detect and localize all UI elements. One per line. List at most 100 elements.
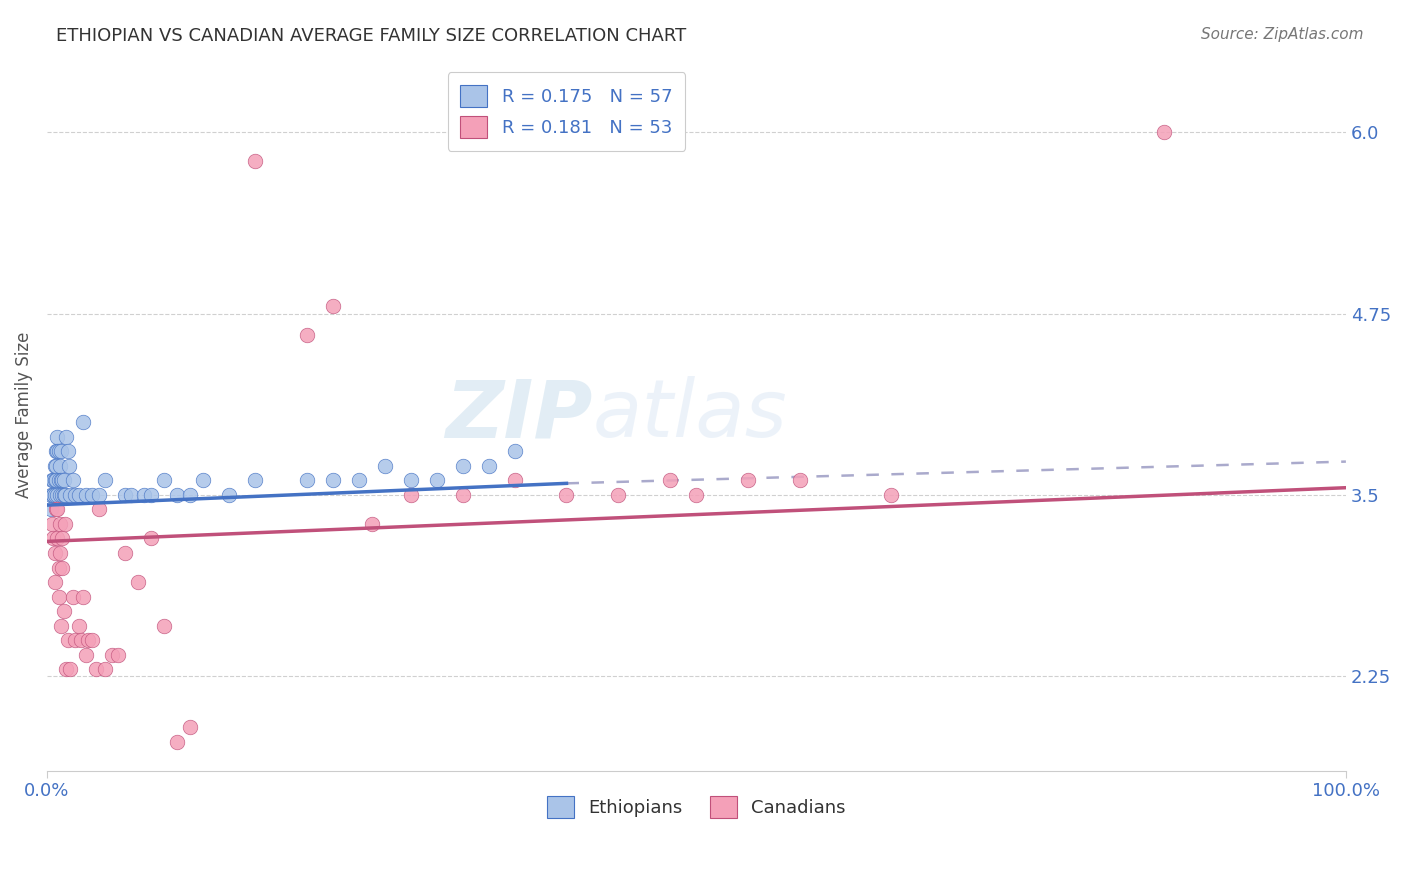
Point: [134, 488, 156, 502]
Point: [59, 662, 82, 676]
Point: [51, 532, 73, 546]
Point: [51, 474, 73, 488]
Point: [65, 633, 87, 648]
Point: [42, 488, 65, 502]
Point: [46, 488, 69, 502]
Point: [62, 590, 84, 604]
Point: [48, 444, 70, 458]
Point: [94, 474, 117, 488]
Point: [44, 575, 66, 590]
Point: [607, 488, 630, 502]
Text: Source: ZipAtlas.com: Source: ZipAtlas.com: [1201, 27, 1364, 42]
Point: [53, 516, 76, 531]
Point: [46, 444, 69, 458]
Point: [49, 488, 72, 502]
Point: [101, 648, 124, 662]
Point: [55, 430, 77, 444]
Point: [152, 618, 174, 632]
Point: [67, 618, 90, 632]
Text: atlas: atlas: [592, 376, 787, 454]
Point: [114, 488, 136, 502]
Point: [51, 488, 73, 502]
Point: [65, 488, 87, 502]
Point: [243, 154, 266, 169]
Point: [477, 458, 499, 473]
Point: [75, 488, 97, 502]
Point: [152, 474, 174, 488]
Point: [1153, 125, 1175, 139]
Point: [44, 488, 66, 502]
Point: [555, 488, 578, 502]
Point: [62, 474, 84, 488]
Point: [45, 502, 67, 516]
Point: [179, 720, 201, 734]
Point: [51, 560, 73, 574]
Point: [399, 488, 422, 502]
Point: [84, 662, 107, 676]
Point: [52, 604, 75, 618]
Point: [120, 488, 142, 502]
Point: [48, 590, 70, 604]
Point: [451, 488, 474, 502]
Point: [52, 488, 75, 502]
Point: [179, 488, 201, 502]
Point: [44, 474, 66, 488]
Point: [69, 633, 91, 648]
Point: [107, 648, 129, 662]
Point: [52, 474, 75, 488]
Text: ZIP: ZIP: [446, 376, 592, 454]
Point: [44, 458, 66, 473]
Point: [322, 299, 344, 313]
Point: [56, 633, 79, 648]
Point: [48, 560, 70, 574]
Point: [46, 502, 69, 516]
Point: [503, 444, 526, 458]
Point: [243, 474, 266, 488]
Point: [322, 474, 344, 488]
Point: [45, 444, 67, 458]
Point: [46, 430, 69, 444]
Point: [94, 662, 117, 676]
Point: [685, 488, 707, 502]
Point: [42, 474, 65, 488]
Point: [82, 488, 104, 502]
Legend: Ethiopians, Canadians: Ethiopians, Canadians: [540, 789, 853, 826]
Point: [51, 444, 73, 458]
Point: [114, 546, 136, 560]
Point: [503, 474, 526, 488]
Point: [295, 474, 318, 488]
Point: [374, 458, 396, 473]
Point: [191, 474, 214, 488]
Point: [42, 488, 65, 502]
Point: [55, 662, 77, 676]
Point: [166, 734, 188, 748]
Point: [218, 488, 240, 502]
Text: ETHIOPIAN VS CANADIAN AVERAGE FAMILY SIZE CORRELATION CHART: ETHIOPIAN VS CANADIAN AVERAGE FAMILY SIZ…: [56, 27, 686, 45]
Point: [59, 488, 82, 502]
Point: [49, 546, 72, 560]
Point: [87, 502, 110, 516]
Point: [48, 474, 70, 488]
Point: [139, 488, 162, 502]
Point: [41, 516, 63, 531]
Point: [51, 474, 73, 488]
Point: [166, 488, 188, 502]
Point: [39, 502, 62, 516]
Point: [67, 488, 90, 502]
Point: [49, 516, 72, 531]
Point: [58, 458, 80, 473]
Point: [51, 618, 73, 632]
Point: [87, 488, 110, 502]
Point: [41, 474, 63, 488]
Point: [75, 648, 97, 662]
Point: [42, 532, 65, 546]
Point: [39, 488, 62, 502]
Point: [45, 458, 67, 473]
Point: [53, 488, 76, 502]
Point: [44, 546, 66, 560]
Point: [659, 474, 682, 488]
Point: [82, 633, 104, 648]
Point: [72, 416, 94, 430]
Point: [789, 474, 811, 488]
Point: [737, 474, 759, 488]
